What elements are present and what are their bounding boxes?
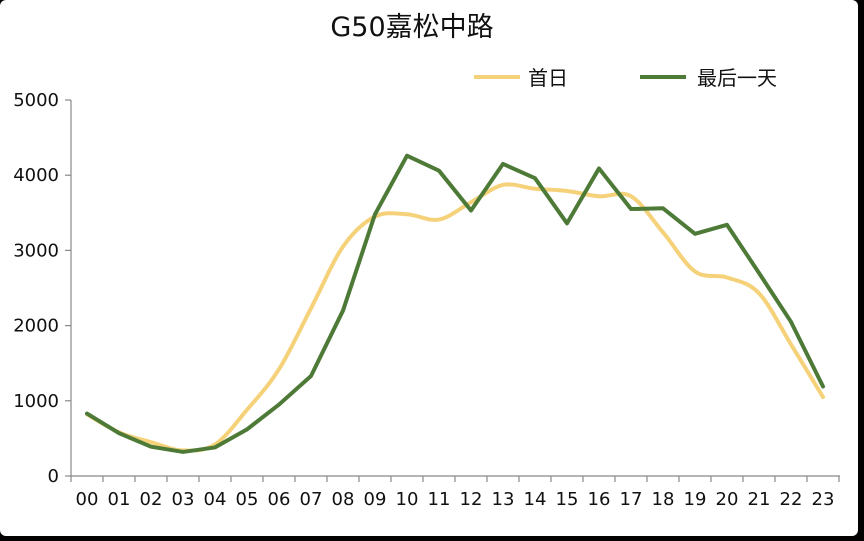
x-tick-label: 11 <box>428 489 451 510</box>
x-tick-label: 20 <box>716 489 739 510</box>
x-tick-label: 18 <box>652 489 675 510</box>
x-tick-label: 04 <box>204 489 227 510</box>
x-tick-label: 21 <box>748 489 771 510</box>
x-tick-label: 19 <box>684 489 707 510</box>
legend: 首日 最后一天 <box>474 66 777 90</box>
y-tick-label: 0 <box>48 466 59 487</box>
x-tick-label: 16 <box>588 489 611 510</box>
x-tick-label: 23 <box>812 489 835 510</box>
y-tick-label: 2000 <box>13 316 59 337</box>
x-tick-label: 00 <box>76 489 99 510</box>
legend-label-1: 首日 <box>528 66 568 90</box>
x-tick-label: 22 <box>780 489 803 510</box>
y-tick-label: 5000 <box>13 90 59 111</box>
y-tick-label: 4000 <box>13 165 59 186</box>
x-tick-label: 05 <box>236 489 259 510</box>
x-tick-label: 06 <box>268 489 291 510</box>
x-tick-label: 01 <box>108 489 131 510</box>
y-tick-label: 3000 <box>13 240 59 261</box>
x-tick-label: 17 <box>620 489 643 510</box>
x-tick-label: 14 <box>524 489 547 510</box>
series-line-2 <box>85 153 825 454</box>
x-tick-label: 07 <box>300 489 323 510</box>
x-tick-label: 08 <box>332 489 355 510</box>
legend-label-2: 最后一天 <box>697 66 777 90</box>
x-tick-label: 10 <box>396 489 419 510</box>
x-tick-label: 03 <box>172 489 195 510</box>
x-tick-label: 02 <box>140 489 163 510</box>
chart-title: G50嘉松中路 <box>330 12 493 43</box>
x-tick-label: 09 <box>364 489 387 510</box>
axes: 0 1000 2000 3000 4000 5000 00 01 02 03 04 05 06 07 08 0… <box>13 90 840 510</box>
series-layer <box>85 153 825 454</box>
x-tick-label: 12 <box>460 489 483 510</box>
x-tick-label: 13 <box>492 489 515 510</box>
x-tick-label: 15 <box>556 489 579 510</box>
y-tick-label: 1000 <box>13 391 59 412</box>
series-line-1 <box>85 182 825 453</box>
